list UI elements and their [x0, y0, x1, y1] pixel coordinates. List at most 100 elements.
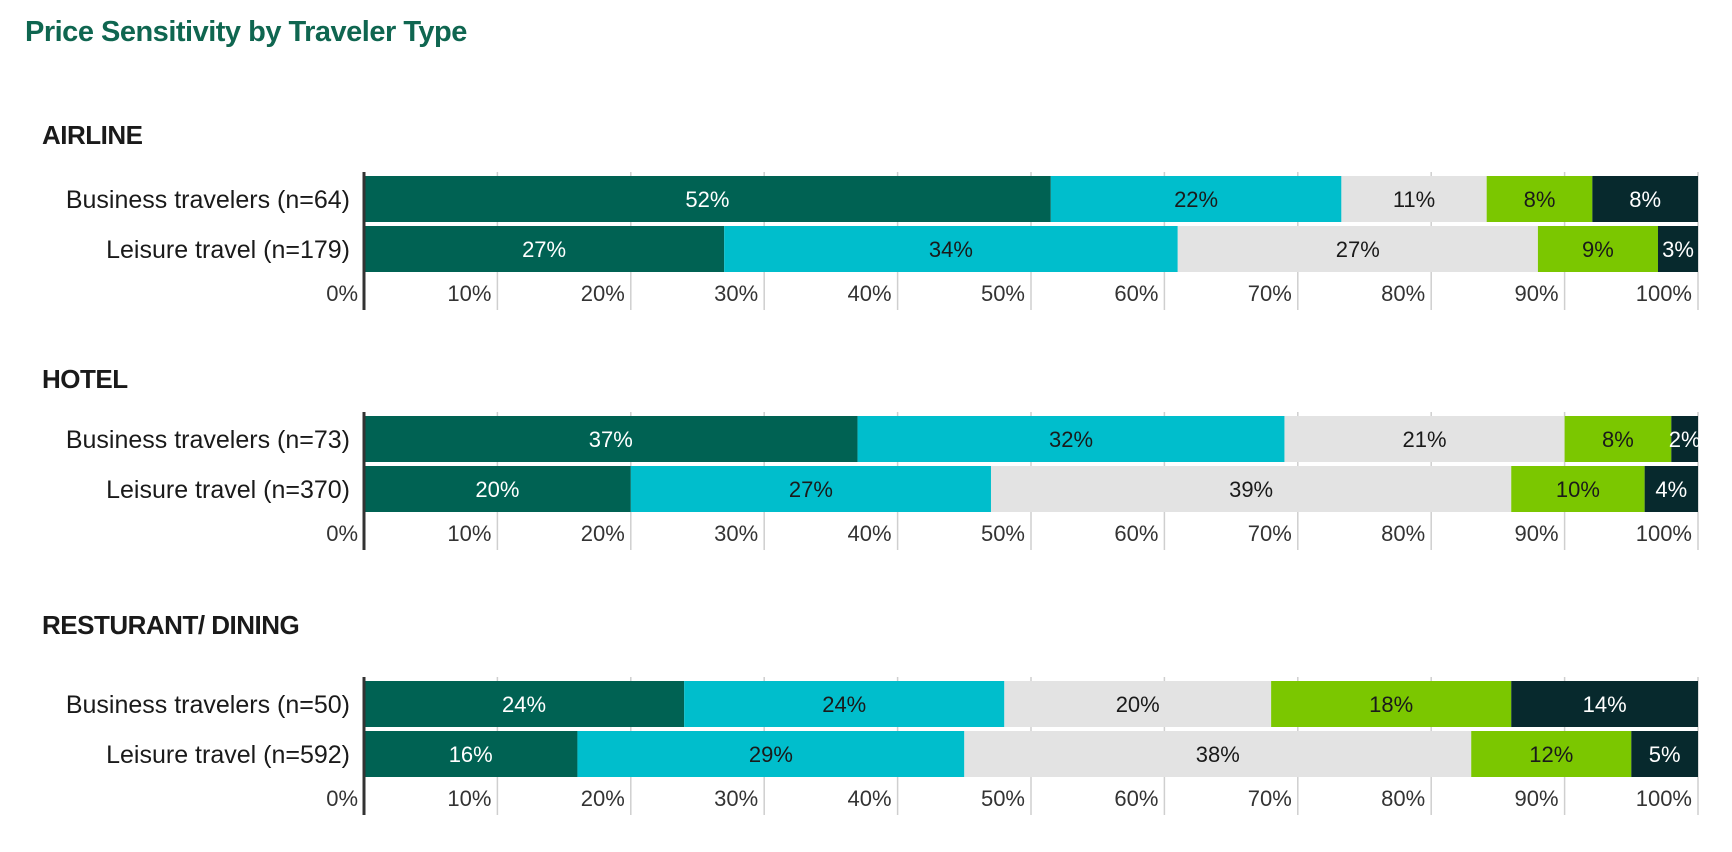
- tick-label: 50%: [981, 521, 1025, 546]
- bar-segment: [1657, 226, 1698, 272]
- bar-segment: [1271, 681, 1512, 727]
- category-label: Leisure travel (n=179): [106, 236, 350, 264]
- category-label: Leisure travel (n=592): [106, 741, 350, 769]
- page-title: Price Sensitivity by Traveler Type: [25, 16, 467, 48]
- section-title-hotel: HOTEL: [42, 364, 128, 394]
- tick-label: 10%: [447, 281, 491, 306]
- tick-label: 30%: [714, 521, 758, 546]
- data-label: 20%: [475, 477, 519, 502]
- tick-label: 50%: [981, 786, 1025, 811]
- bar-segment: [724, 226, 1178, 272]
- data-label: 8%: [1602, 427, 1634, 452]
- tick-label: 0%: [326, 521, 358, 546]
- tick-label: 100%: [1636, 281, 1692, 306]
- tick-label: 90%: [1515, 786, 1559, 811]
- data-label: 11%: [1393, 187, 1435, 212]
- section-title-airline: AIRLINE: [42, 120, 143, 150]
- tick-label: 40%: [848, 521, 892, 546]
- data-label: 4%: [1655, 477, 1687, 502]
- bar-segment: [1511, 681, 1698, 727]
- tick-label: 0%: [326, 786, 358, 811]
- category-label: Leisure travel (n=370): [106, 476, 350, 504]
- tick-label: 20%: [581, 521, 625, 546]
- data-label: 27%: [1336, 237, 1380, 262]
- bar-segment: [1564, 416, 1672, 462]
- tick-label: 20%: [581, 786, 625, 811]
- bar-segment: [364, 466, 631, 512]
- data-label: 20%: [1116, 692, 1160, 717]
- tick-label: 80%: [1381, 281, 1425, 306]
- category-label: Business travelers (n=50): [66, 691, 350, 719]
- bar-segment: [364, 226, 725, 272]
- hotel-chart: 37% 32% 21% 8% 2% Business travelers (n=73) 20…: [66, 412, 1701, 550]
- tick-label: 30%: [714, 281, 758, 306]
- data-label: 14%: [1583, 692, 1627, 717]
- data-label: 52%: [685, 187, 729, 212]
- tick-label: 60%: [1114, 786, 1158, 811]
- tick-label: 10%: [447, 786, 491, 811]
- bar-segment: [630, 466, 991, 512]
- data-label: 5%: [1649, 742, 1681, 767]
- bar-segment: [1004, 681, 1272, 727]
- data-label: 24%: [502, 692, 546, 717]
- data-label: 37%: [589, 427, 633, 452]
- section-title-dining: RESTURANT/ DINING: [42, 610, 300, 640]
- data-label: 34%: [929, 237, 973, 262]
- bar-segment: [1644, 466, 1698, 512]
- tick-label: 40%: [848, 281, 892, 306]
- tick-label: 40%: [848, 786, 892, 811]
- tick-label: 50%: [981, 281, 1025, 306]
- bar-segment: [1537, 226, 1658, 272]
- bar-segment: [1177, 226, 1538, 272]
- data-label: 18%: [1369, 692, 1413, 717]
- data-label: 9%: [1582, 237, 1614, 262]
- bar-segment: [1284, 416, 1565, 462]
- data-label: 8%: [1629, 187, 1661, 212]
- bar-segment: [1486, 176, 1593, 222]
- tick-label: 90%: [1515, 281, 1559, 306]
- data-label: 2%: [1669, 427, 1701, 452]
- data-label: 27%: [789, 477, 833, 502]
- data-label: 24%: [822, 692, 866, 717]
- tick-label: 60%: [1114, 281, 1158, 306]
- bar-segment: [364, 681, 685, 727]
- tick-label: 100%: [1636, 521, 1692, 546]
- tick-label: 80%: [1381, 786, 1425, 811]
- data-label: 39%: [1229, 477, 1273, 502]
- tick-label: 70%: [1248, 281, 1292, 306]
- bar-segment: [1341, 176, 1487, 222]
- bar-segment: [964, 731, 1472, 777]
- data-label: 16%: [449, 742, 493, 767]
- tick-label: 100%: [1636, 786, 1692, 811]
- bar-segment: [364, 731, 578, 777]
- data-label: 10%: [1556, 477, 1600, 502]
- data-label: 12%: [1529, 742, 1573, 767]
- bar-segment: [1471, 731, 1632, 777]
- bar-segment: [684, 681, 1005, 727]
- tick-label: 70%: [1248, 521, 1292, 546]
- tick-label: 70%: [1248, 786, 1292, 811]
- bar-segment: [364, 416, 858, 462]
- data-label: 29%: [749, 742, 793, 767]
- bar-segment: [857, 416, 1285, 462]
- data-label: 3%: [1662, 237, 1694, 262]
- tick-label: 10%: [447, 521, 491, 546]
- bar-segment: [1671, 416, 1698, 462]
- airline-chart: 52% 22% 11% 8% 8% Business travelers (n=64) 27…: [66, 172, 1699, 310]
- bar-segment: [364, 176, 1051, 222]
- dining-chart: 24% 24% 20% 18% 14% Business travelers (n=50)…: [66, 677, 1699, 815]
- data-label: 22%: [1174, 187, 1218, 212]
- data-label: 8%: [1524, 187, 1556, 212]
- bar-segment: [990, 466, 1512, 512]
- tick-label: 30%: [714, 786, 758, 811]
- bar-segment: [1631, 731, 1698, 777]
- data-label: 38%: [1196, 742, 1240, 767]
- bar-segment: [577, 731, 965, 777]
- bar-segment: [1050, 176, 1342, 222]
- category-label: Business travelers (n=73): [66, 426, 350, 454]
- data-label: 27%: [522, 237, 566, 262]
- data-label: 32%: [1049, 427, 1093, 452]
- tick-label: 80%: [1381, 521, 1425, 546]
- bar-segment: [1511, 466, 1645, 512]
- data-label: 21%: [1403, 427, 1447, 452]
